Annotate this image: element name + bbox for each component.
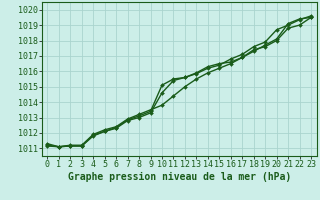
X-axis label: Graphe pression niveau de la mer (hPa): Graphe pression niveau de la mer (hPa) xyxy=(68,172,291,182)
